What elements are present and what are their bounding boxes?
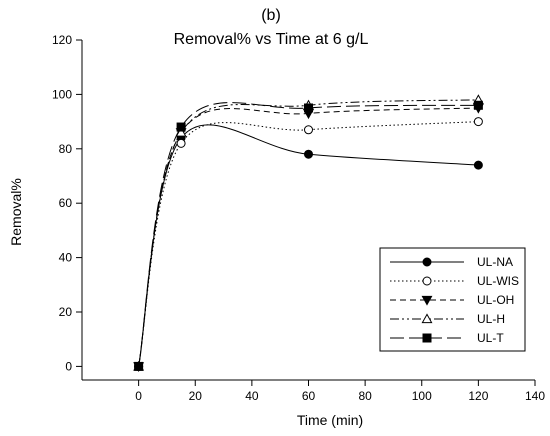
y-tick-label: 0 <box>65 359 72 373</box>
legend-marker-ul-wis <box>422 276 432 286</box>
legend: UL-NA UL-WIS UL-OH UL-H UL-T <box>379 247 526 352</box>
y-tick-label: 80 <box>59 142 73 156</box>
data-point-ul-wis <box>176 138 186 148</box>
legend-label-ul-t: UL-T <box>477 331 504 345</box>
data-point-ul-t <box>176 122 186 132</box>
y-tick-label: 40 <box>59 251 73 265</box>
y-tick-label: 60 <box>59 196 73 210</box>
legend-label-ul-na: UL-NA <box>477 255 513 269</box>
series-layer <box>133 94 484 373</box>
x-tick-label: 140 <box>525 389 545 403</box>
x-tick-label: 60 <box>302 389 316 403</box>
panel-label: (b) <box>261 7 281 24</box>
axes: 0 20 40 60 80 100 120 140 0 20 40 60 80 100 120 <box>52 33 545 403</box>
legend-label-ul-h: UL-H <box>477 312 505 326</box>
legend-marker-ul-oh <box>421 295 433 306</box>
series-line-ul-t <box>138 102 479 367</box>
series-ul-wis <box>134 117 483 371</box>
data-point-ul-na <box>304 149 313 159</box>
x-tick-label: 100 <box>412 389 432 403</box>
legend-label-ul-wis: UL-WIS <box>477 274 519 288</box>
data-point-ul-t <box>134 361 144 371</box>
y-tick-label: 100 <box>52 87 72 101</box>
legend-label-ul-oh: UL-OH <box>477 293 514 307</box>
x-tick-label: 20 <box>189 389 203 403</box>
data-point-ul-na <box>473 160 483 170</box>
series-line-ul-wis <box>138 121 479 367</box>
legend-marker-ul-na <box>422 257 432 267</box>
x-tick-label: 120 <box>468 389 488 403</box>
y-axis-title: Removal% <box>8 178 24 246</box>
data-point-ul-h <box>175 126 187 137</box>
data-point-ul-wis <box>473 117 483 127</box>
x-tick-label: 40 <box>245 389 259 403</box>
y-tick-label: 20 <box>59 305 73 319</box>
data-point-ul-wis <box>304 125 313 135</box>
x-axis-title: Time (min) <box>297 412 363 428</box>
legend-marker-ul-t <box>422 333 432 343</box>
data-point-ul-t <box>304 103 313 113</box>
series-ul-t <box>134 100 483 371</box>
x-tick-label: 0 <box>135 389 142 403</box>
data-point-ul-t <box>473 100 483 110</box>
chart-title: Removal% vs Time at 6 g/L <box>174 31 369 48</box>
y-tick-label: 120 <box>52 33 72 47</box>
x-tick-label: 80 <box>358 389 372 403</box>
legend-marker-ul-h <box>421 313 433 324</box>
